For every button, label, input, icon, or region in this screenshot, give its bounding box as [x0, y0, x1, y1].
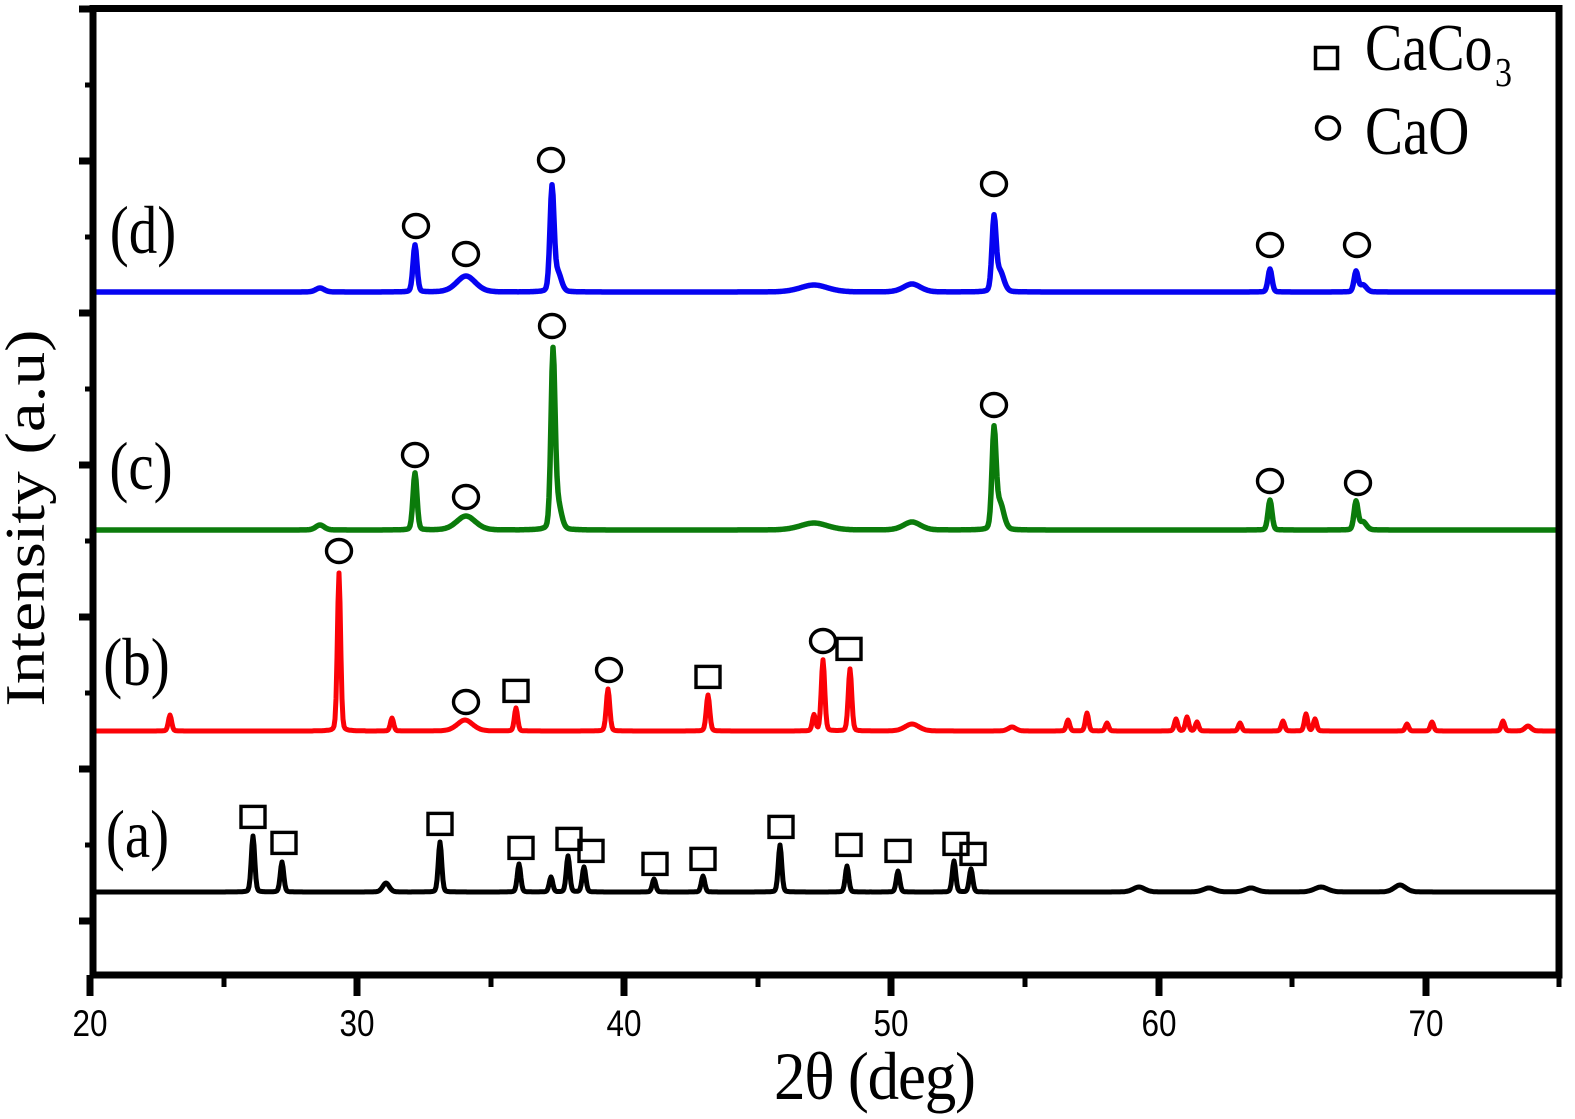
- svg-text:40: 40: [606, 1004, 641, 1045]
- svg-text:30: 30: [339, 1004, 374, 1045]
- svg-text:20: 20: [72, 1004, 107, 1045]
- svg-text:2θ (deg): 2θ (deg): [774, 1040, 976, 1115]
- svg-text:CaO: CaO: [1365, 93, 1469, 169]
- svg-text:(c): (c): [109, 430, 172, 504]
- svg-text:70: 70: [1408, 1004, 1443, 1045]
- svg-text:(d): (d): [110, 194, 176, 268]
- svg-text:50: 50: [873, 1004, 908, 1045]
- svg-text:CaCo: CaCo: [1365, 11, 1493, 85]
- svg-text:60: 60: [1141, 1004, 1176, 1045]
- svg-text:(a): (a): [106, 798, 169, 872]
- svg-text:Intensity (a.u): Intensity (a.u): [0, 330, 57, 707]
- svg-text:(b): (b): [103, 626, 169, 700]
- svg-text:3: 3: [1495, 51, 1512, 96]
